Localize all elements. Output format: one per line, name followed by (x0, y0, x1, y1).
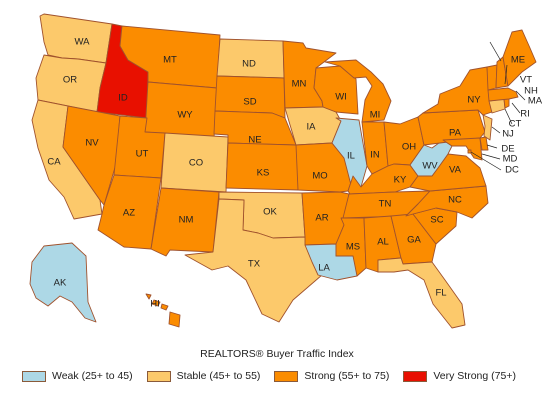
label-NE: NE (248, 135, 261, 146)
legend-label-weak: Weak (25+ to 45) (52, 370, 133, 382)
label-NH: NH (524, 86, 538, 97)
state-DC (467, 149, 472, 154)
state-HI (151, 299, 161, 307)
leader-lines (470, 41, 526, 171)
state-NC (405, 185, 489, 219)
label-NV: NV (85, 138, 99, 149)
label-WV: WV (422, 161, 438, 172)
label-CA: CA (47, 157, 61, 168)
legend: Weak (25+ to 45) Stable (45+ to 55) Stro… (22, 370, 552, 382)
legend-label-stable: Stable (45+ to 55) (176, 370, 261, 382)
label-AK: AK (54, 278, 67, 289)
label-LA: LA (318, 263, 330, 274)
label-CT: CT (509, 119, 522, 130)
state-AK (29, 242, 97, 323)
legend-label-very-strong: Very Strong (75+) (433, 370, 516, 382)
state-AZ (97, 174, 162, 250)
label-UT: UT (136, 149, 149, 160)
label-MO: MO (312, 171, 327, 182)
label-DE: DE (501, 144, 514, 155)
state-MA (487, 87, 519, 102)
label-MN: MN (292, 79, 307, 90)
state-RI (503, 98, 510, 109)
label-SC: SC (430, 215, 443, 226)
state-NY (422, 66, 493, 116)
legend-title: REALTORS® Buyer Traffic Index (200, 348, 354, 360)
legend-item-stable: Stable (45+ to 55) (146, 370, 261, 382)
label-NY: NY (467, 95, 481, 106)
label-IL: IL (347, 151, 355, 162)
label-ME: ME (511, 55, 525, 66)
label-MD: MD (503, 154, 518, 165)
label-AR: AR (315, 213, 328, 224)
state-DE (479, 136, 489, 151)
us-state-map: WA OR CA ID NV MT WY UT AZ CO NM ND SD N… (29, 13, 543, 329)
state-HI (160, 303, 169, 311)
state-HI (168, 311, 181, 328)
label-TN: TN (379, 199, 392, 210)
state-labels: WA OR CA ID NV MT WY UT AZ CO NM ND SD N… (47, 37, 542, 310)
label-HI: HI (150, 299, 160, 310)
state-NJ (482, 114, 493, 141)
legend-swatch-very-strong (403, 370, 428, 382)
state-KS (225, 142, 301, 191)
label-NC: NC (448, 195, 462, 206)
state-TX (184, 198, 323, 323)
label-VT: VT (520, 75, 532, 86)
label-CO: CO (189, 158, 203, 169)
label-ND: ND (242, 59, 256, 70)
label-NM: NM (179, 215, 194, 226)
legend-item-strong: Strong (55+ to 75) (274, 370, 389, 382)
label-GA: GA (407, 235, 421, 246)
label-TX: TX (248, 259, 261, 270)
legend-swatch-weak (22, 370, 46, 382)
state-VT (486, 64, 498, 91)
label-IN: IN (370, 150, 380, 161)
label-OK: OK (263, 207, 277, 218)
label-MI: MI (370, 110, 381, 121)
label-AL: AL (377, 237, 389, 248)
label-MS: MS (346, 242, 360, 253)
legend-swatch-stable (146, 370, 171, 382)
label-PA: PA (449, 128, 462, 139)
state-WV (409, 139, 453, 177)
state-ME (502, 29, 537, 87)
label-SD: SD (243, 97, 256, 108)
label-AZ: AZ (123, 208, 135, 219)
label-OH: OH (402, 142, 416, 153)
label-NJ: NJ (502, 129, 514, 140)
label-MA: MA (528, 96, 543, 107)
label-OR: OR (63, 75, 77, 86)
label-WY: WY (177, 110, 193, 121)
label-RI: RI (520, 109, 530, 120)
label-DC: DC (505, 165, 519, 176)
label-KS: KS (257, 168, 270, 179)
legend-item-weak: Weak (25+ to 45) (22, 370, 133, 382)
state-HI-group (145, 293, 181, 328)
label-MT: MT (163, 55, 177, 66)
state-FL (377, 257, 466, 329)
state-HI (145, 293, 152, 300)
label-IA: IA (307, 122, 317, 133)
label-VA: VA (449, 165, 462, 176)
label-WI: WI (335, 92, 347, 103)
label-WA: WA (75, 37, 91, 48)
legend-item-very-strong: Very Strong (75+) (403, 370, 516, 382)
legend-swatch-strong (274, 370, 299, 382)
legend-label-strong: Strong (55+ to 75) (304, 370, 390, 382)
label-KY: KY (394, 175, 407, 186)
label-FL: FL (435, 288, 446, 299)
label-ID: ID (118, 93, 128, 104)
